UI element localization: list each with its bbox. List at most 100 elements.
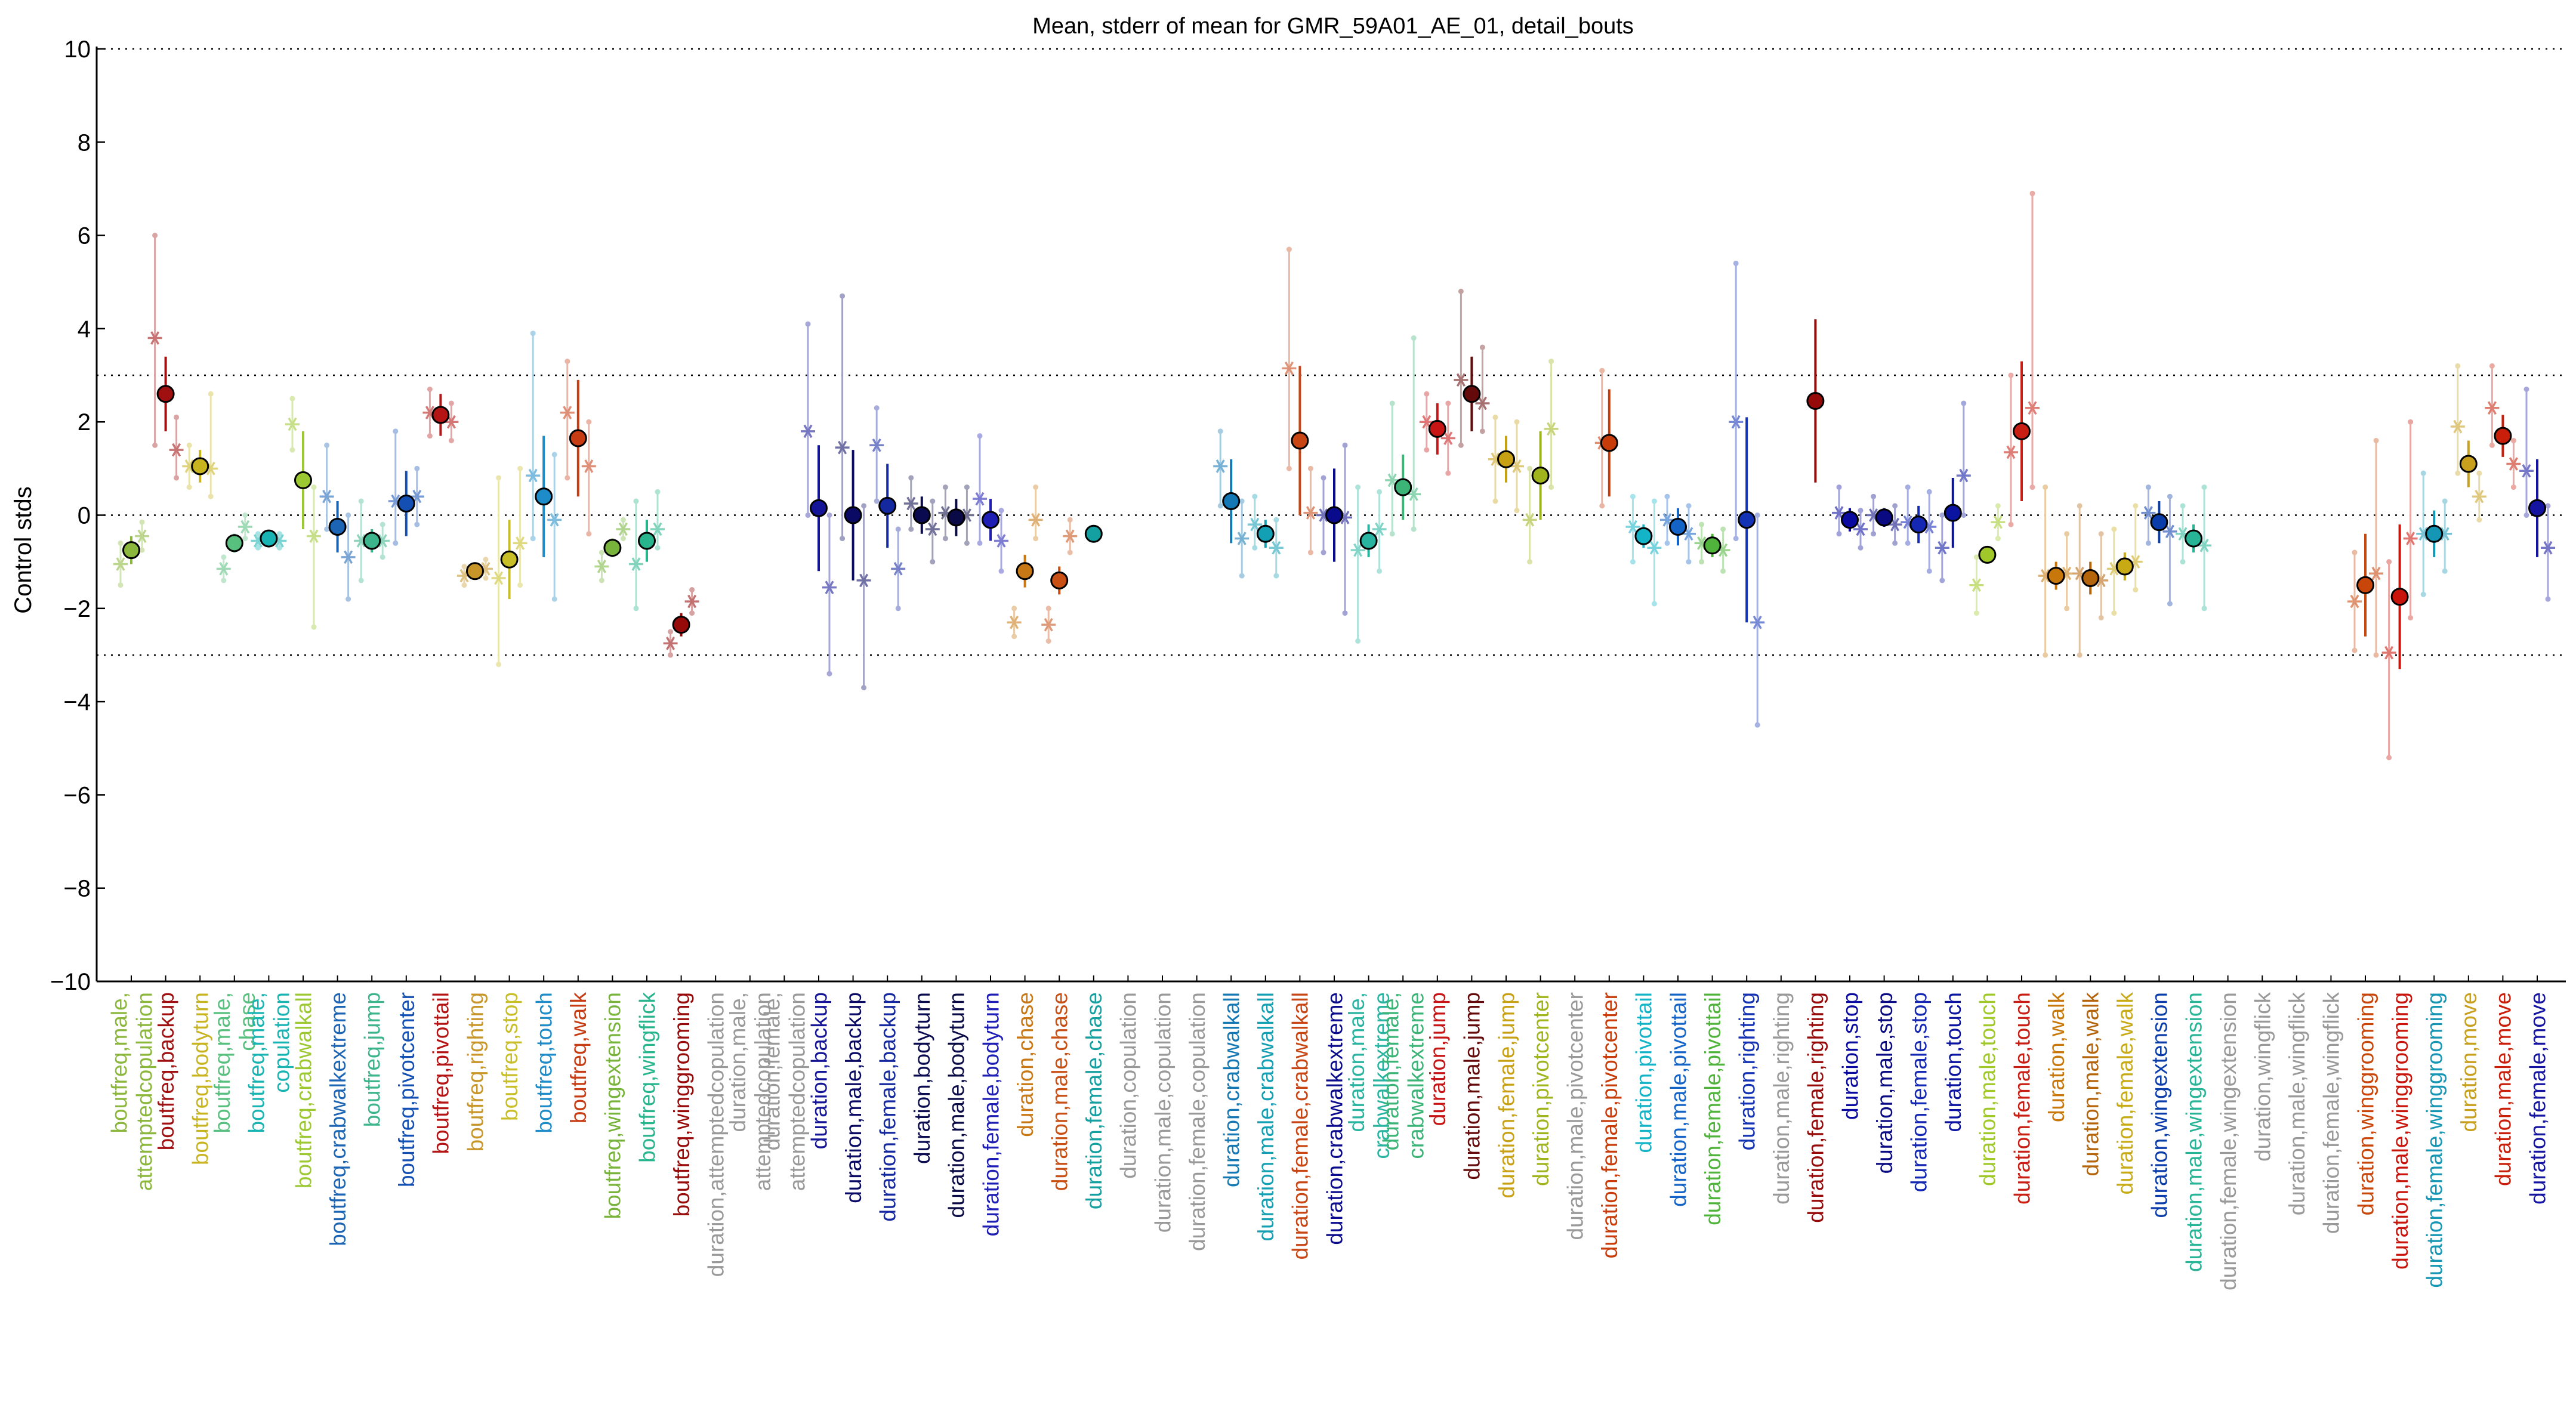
category-marks — [1213, 428, 1250, 579]
control-range-end — [2373, 437, 2379, 443]
category-marks — [2072, 503, 2109, 658]
category-marks — [2004, 190, 2040, 527]
control-range-end — [1926, 489, 1932, 495]
control-range-end — [242, 512, 248, 518]
control-star — [616, 522, 631, 536]
control-range-end — [1836, 531, 1842, 537]
x-tick-label: duration,walk — [2044, 992, 2069, 1123]
x-tick-label: duration,female,pivottail — [1701, 992, 1725, 1225]
control-range-end — [620, 536, 626, 542]
control-range-end — [2408, 419, 2414, 425]
x-tick-label-line: boutfreq,walk — [566, 992, 591, 1124]
control-range-end — [530, 536, 536, 542]
control-range-end — [2408, 615, 2414, 620]
x-tick-label-line: chase — [235, 992, 260, 1051]
x-tick-label: duration,female,jump — [1494, 992, 1519, 1199]
control-range-end — [324, 442, 330, 448]
x-tick-label: duration,crabwalkall — [1220, 992, 1244, 1187]
mean-point — [1806, 392, 1825, 410]
control-range-end — [2352, 549, 2358, 555]
control-star — [1028, 513, 1043, 527]
x-tick-label-line: duration,male,crabwalkall — [1254, 992, 1278, 1241]
control-range-end — [174, 414, 180, 420]
control-range-end — [805, 321, 811, 327]
control-range-end — [1458, 288, 1464, 294]
y-tick-label: 0 — [78, 503, 91, 529]
control-range-end — [461, 563, 467, 569]
x-tick-label: duration,male,copulation — [1150, 992, 1175, 1233]
category-marks — [1901, 484, 1937, 574]
x-tick-label-line: boutfreq,backup — [154, 992, 178, 1150]
x-tick-label: duration,wingflick — [2251, 992, 2275, 1162]
mean-point — [1084, 524, 1103, 543]
category-marks — [491, 465, 527, 668]
x-tick-label-line: duration,female,bodyturn — [979, 992, 1003, 1236]
control-range-end — [1321, 549, 1326, 555]
control-range-end — [2180, 503, 2186, 509]
control-range-end — [2008, 372, 2014, 378]
x-tick-label: duration,male,wingflick — [2285, 992, 2309, 1216]
control-star — [2485, 401, 2500, 415]
x-tick-label-line: duration,female,pivotcenter — [1597, 992, 1622, 1258]
control-star — [822, 580, 837, 594]
control-range-end — [2201, 606, 2207, 612]
category-marks — [2450, 363, 2486, 523]
x-tick-label: duration,bodyturn — [910, 992, 934, 1164]
control-range-end — [1286, 246, 1292, 252]
control-star — [994, 534, 1008, 548]
x-tick-label-line: duration,attemptedcopulation — [704, 992, 729, 1277]
control-star — [1007, 615, 1022, 629]
control-star — [2347, 594, 2362, 609]
control-range-end — [2008, 521, 2014, 527]
mean-point — [878, 496, 897, 515]
control-range-end — [1377, 489, 1383, 495]
mean-point — [2528, 499, 2546, 517]
x-tick-label-line: duration,righting — [1735, 992, 1760, 1150]
control-range-end — [2167, 493, 2173, 499]
category-marks — [869, 405, 906, 612]
control-range-end — [2510, 484, 2516, 490]
category-marks — [835, 293, 871, 691]
control-range-end — [358, 498, 364, 504]
x-tick-label-line: boutfreq,male, — [245, 992, 269, 1134]
control-range-end — [805, 512, 811, 518]
control-range-end — [1995, 503, 2001, 509]
control-range-end — [1252, 545, 1258, 551]
x-tick-label: duration,female,copulation — [1185, 992, 1210, 1251]
control-range-end — [2043, 484, 2049, 490]
x-tick-label: duration,female,walk — [2113, 992, 2137, 1195]
mean-point — [1978, 545, 1997, 564]
mean-point — [1394, 478, 1412, 496]
control-range-end — [977, 540, 983, 546]
category-marks — [1866, 493, 1902, 546]
control-range-end — [1424, 447, 1430, 453]
x-tick-label: duration,male,crabwalkall — [1254, 992, 1278, 1241]
x-tick-label-line: boutfreq,jump — [360, 992, 385, 1127]
control-range-end — [345, 512, 351, 518]
mean-point — [156, 385, 175, 403]
control-range-end — [2180, 559, 2186, 565]
control-star — [1522, 513, 1537, 527]
control-range-end — [998, 508, 1004, 514]
control-star — [1750, 615, 1765, 629]
control-star — [1269, 541, 1284, 555]
mean-point — [982, 511, 999, 529]
category-marks — [1041, 517, 1078, 644]
mean-point — [1943, 504, 1962, 522]
mean-point — [2150, 513, 2168, 532]
x-tick-label-line: duration,winggrooming — [2353, 992, 2378, 1215]
x-tick-label-line: duration,male,copulation — [1150, 992, 1175, 1233]
x-tick-label-line: duration,stop — [1838, 992, 1862, 1120]
category-marks — [2106, 503, 2143, 616]
mean-point — [260, 529, 278, 548]
y-tick-label: −8 — [63, 876, 91, 902]
control-range-end — [998, 568, 1004, 574]
x-tick-label-line: duration,pivotcenter — [1529, 992, 1553, 1186]
control-range-end — [1377, 568, 1383, 574]
x-tick-label: duration,female,touch — [2010, 992, 2034, 1205]
mean-point — [912, 506, 931, 524]
x-tick-label: boutfreq,righting — [463, 992, 488, 1151]
x-tick-label-line: copulation — [270, 992, 294, 1093]
control-range-end — [483, 575, 489, 581]
